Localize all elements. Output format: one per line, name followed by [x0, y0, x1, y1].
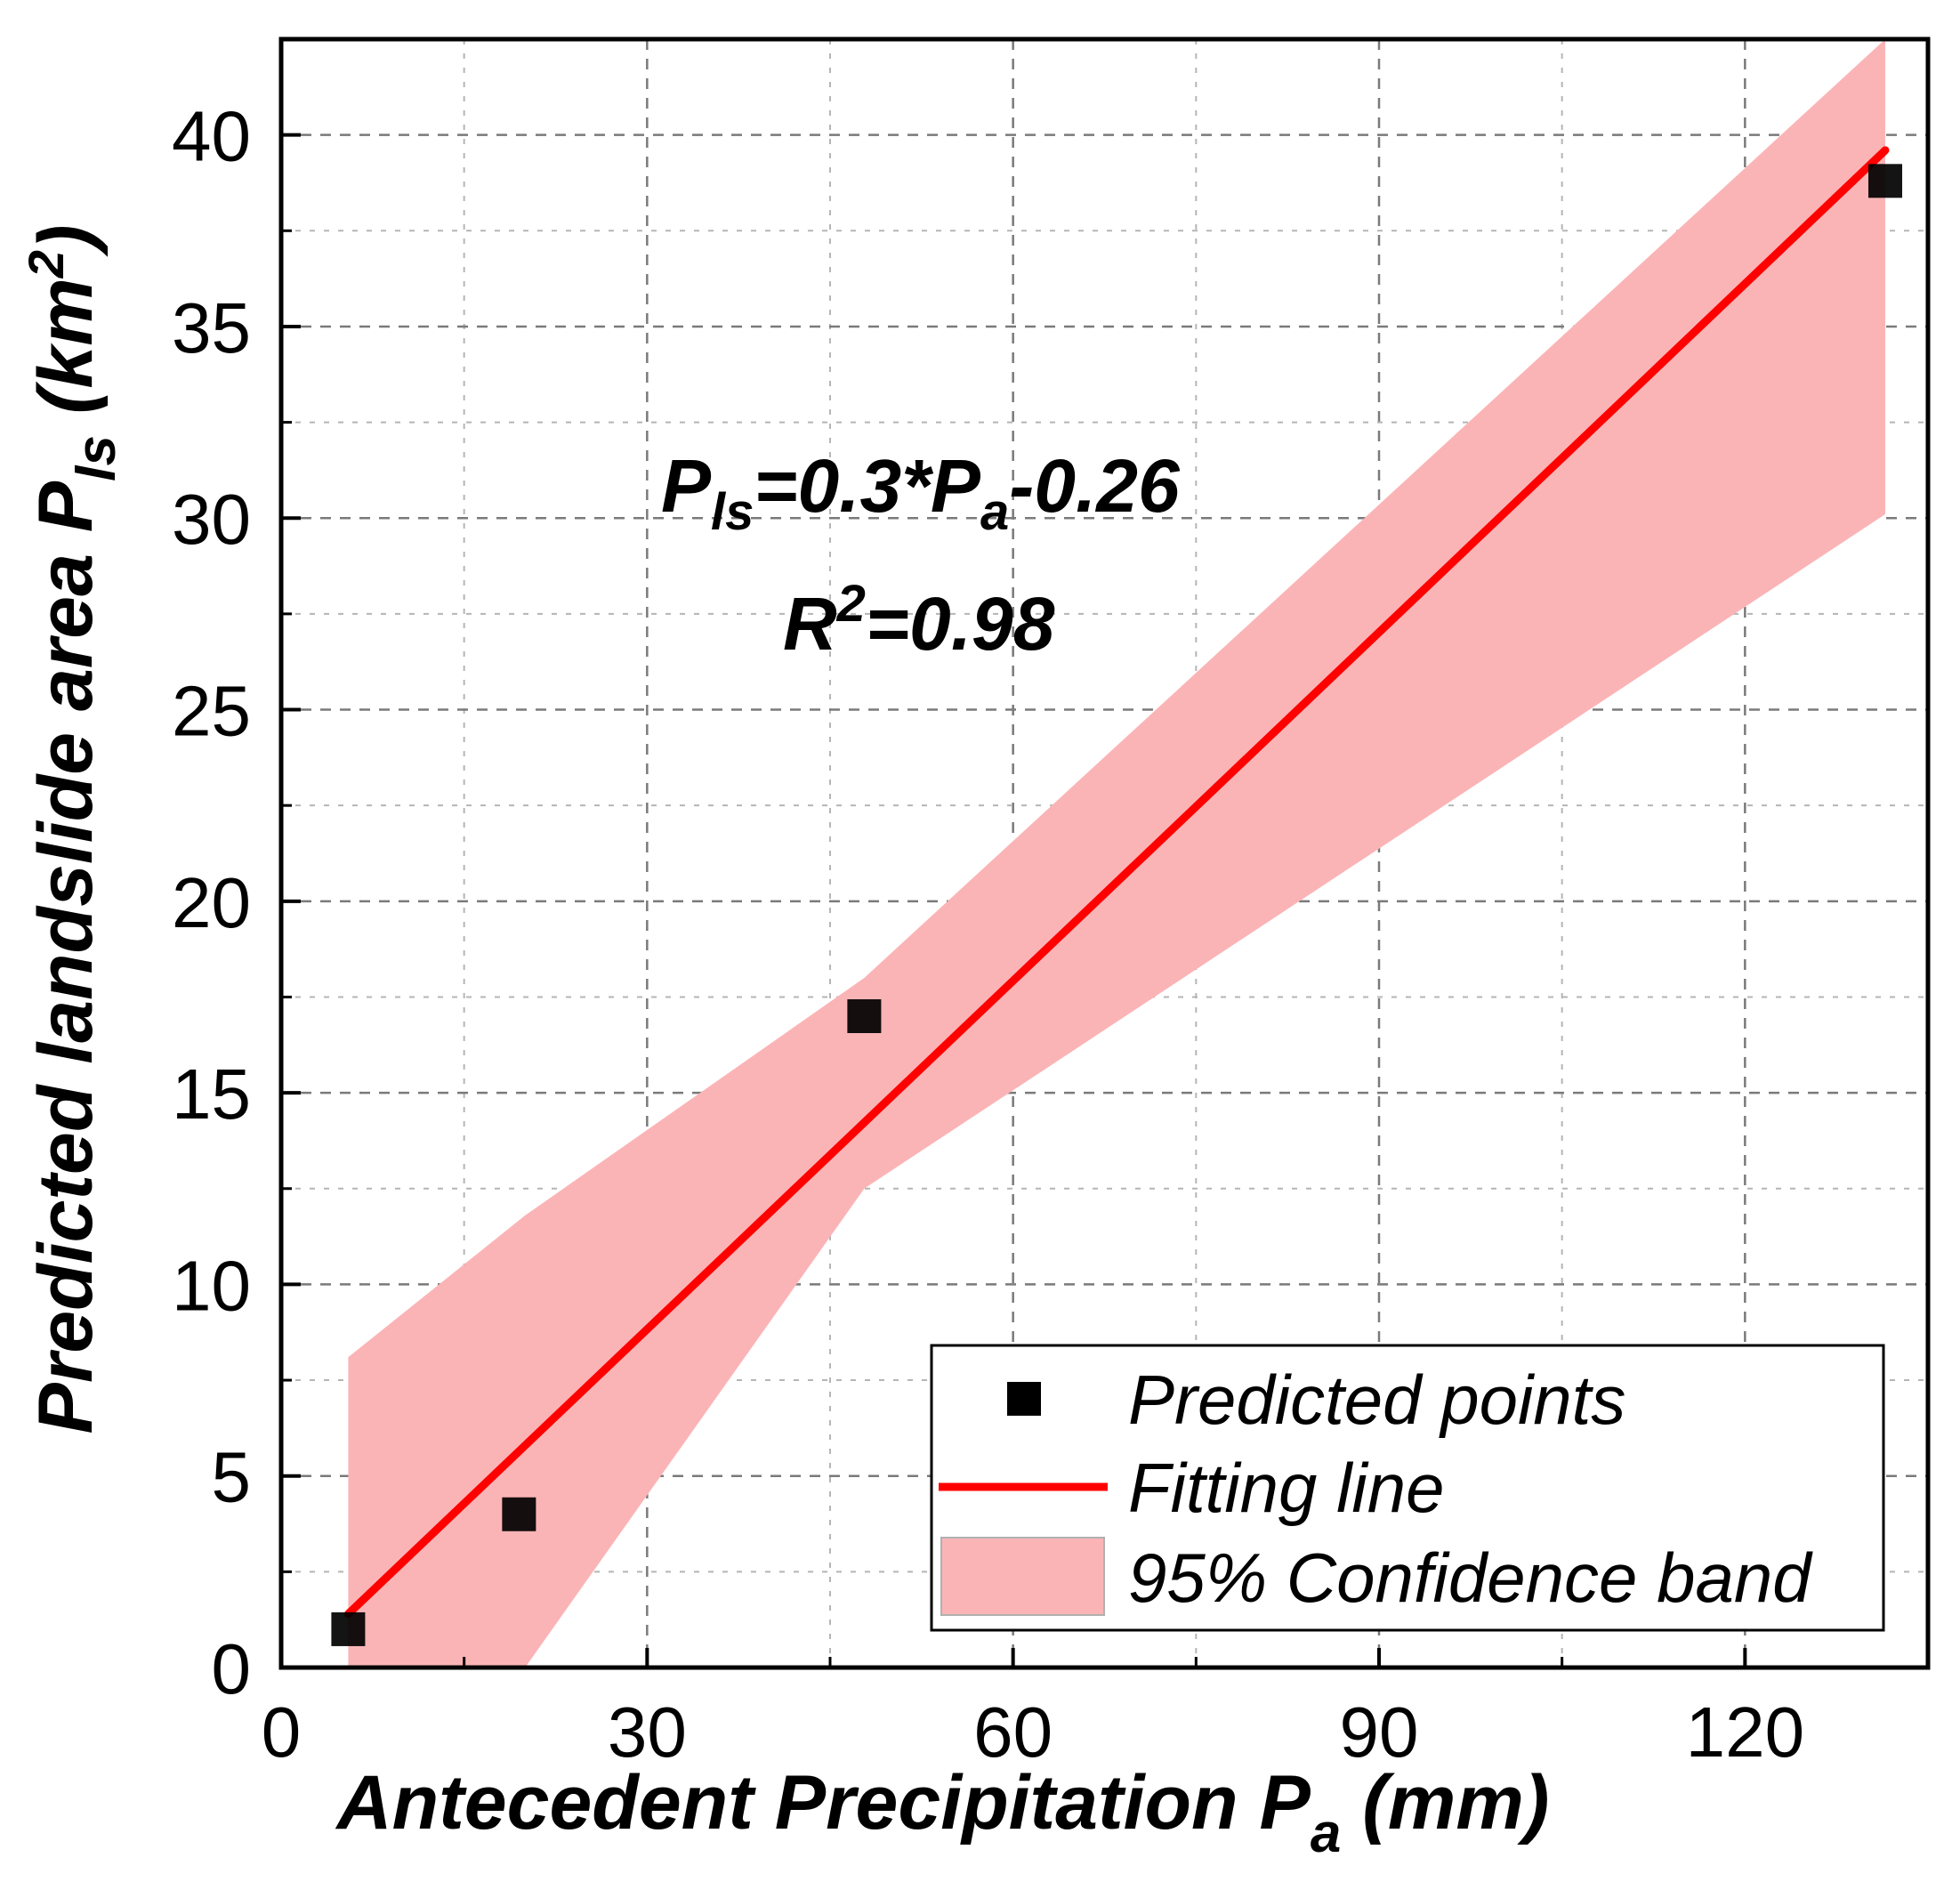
- fitting-line: [343, 146, 1890, 1619]
- axis-ticks: [279, 133, 1747, 1669]
- data-point: [502, 1497, 536, 1531]
- y-axis-title: Predicted landslide area Pls (km2): [18, 224, 127, 1434]
- data-point: [1868, 164, 1903, 198]
- y-tick-label: 15: [172, 1054, 251, 1134]
- y-tick-label: 0: [212, 1629, 252, 1708]
- x-tick-label: 120: [1686, 1692, 1804, 1772]
- legend-label-line: Fitting line: [1128, 1449, 1445, 1527]
- y-tick-label: 35: [172, 288, 251, 367]
- legend-marker-band: [940, 1537, 1105, 1616]
- y-tick-label: 5: [212, 1438, 252, 1517]
- plot-frame: [278, 36, 1931, 1670]
- y-tick-label: 10: [172, 1246, 251, 1325]
- data-point: [331, 1611, 366, 1646]
- x-tick-label: 30: [608, 1692, 687, 1772]
- y-tick-label: 20: [172, 863, 251, 942]
- y-tick-label: 40: [172, 97, 251, 176]
- legend: Predicted points Fitting line 95% Confid…: [930, 1344, 1885, 1632]
- x-axis-title: Antecedent Precipitation Pa (mm): [335, 1760, 1550, 1864]
- equation-line-1: Pls=0.3*Pa-0.26: [661, 444, 1181, 541]
- data-point: [847, 999, 882, 1033]
- x-tick-label: 0: [262, 1692, 302, 1772]
- y-tick-label: 30: [172, 480, 251, 559]
- x-tick-label: 60: [973, 1692, 1053, 1772]
- predicted-points: [331, 164, 1903, 1646]
- equation-annotation: Pls=0.3*Pa-0.26 R2=0.98: [661, 444, 1181, 666]
- tick-labels: 0 30 60 90 120 0 5 10 15 20 25 30 35 40: [172, 97, 1804, 1772]
- legend-marker-points: [1007, 1382, 1041, 1416]
- legend-label-band: 95% Confidence band: [1128, 1539, 1813, 1617]
- equation-line-2: R2=0.98: [783, 575, 1055, 666]
- x-tick-label: 90: [1340, 1692, 1419, 1772]
- confidence-band: [348, 39, 1886, 1668]
- legend-label-points: Predicted points: [1128, 1361, 1625, 1439]
- y-tick-label: 25: [172, 672, 251, 751]
